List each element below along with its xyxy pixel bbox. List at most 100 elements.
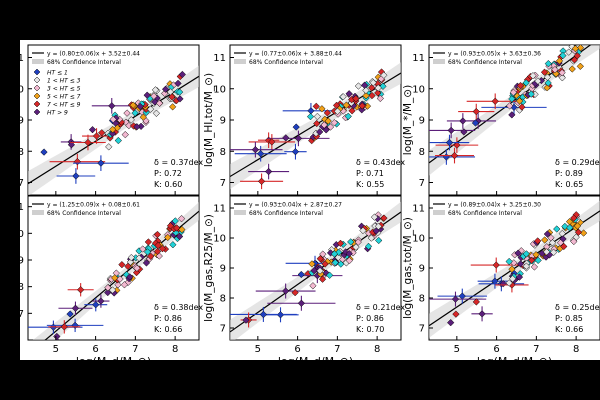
panel-p4: 5 6 7 8 7 8 9 10 11 log(M_H2/M_⊙) y = (1.25±0.09)x… xyxy=(1,195,203,368)
x-tick-label: 6 xyxy=(92,344,98,355)
stat-text: K: 0.70 xyxy=(356,325,384,334)
data-point xyxy=(326,249,335,257)
data-point xyxy=(168,93,176,101)
panel-p1: 7 8 9 10 11 log(M_HI,R25/M_⊙) y = (0.80±0.06)x… xyxy=(1,44,203,196)
x-axis-label: log(M_d/M_⊙) xyxy=(477,355,552,368)
y-tick-label: 10 xyxy=(213,234,226,245)
data-point xyxy=(151,86,160,94)
data-point xyxy=(264,167,273,176)
stat-text: P: 0.89 xyxy=(555,169,583,178)
x-tick-label: 5 xyxy=(53,344,59,355)
legend-fit-label: y = (0.93±0.05)x + 3.63±0.36 xyxy=(448,51,541,58)
data-point xyxy=(318,275,327,283)
data-point xyxy=(344,112,352,120)
panel-p2: 7 8 9 10 11 log(M_HI,tot/M_⊙) y = (0.77±0.06)x… xyxy=(203,44,405,196)
data-point xyxy=(143,91,151,99)
data-point xyxy=(367,234,376,242)
stat-text: δ = 0.43dex xyxy=(356,158,405,167)
legend-fit-label: y = (0.77±0.06)x + 3.88±0.44 xyxy=(249,51,342,58)
stat-text: P: 0.85 xyxy=(555,314,583,323)
y-axis-label: log(M_HI,R25/M_⊙) xyxy=(1,70,13,170)
legend-fit-label: y = (0.93±0.04)x + 2.87±0.27 xyxy=(249,202,342,209)
legend-ci-swatch xyxy=(32,210,44,215)
stat-text: P: 0.72 xyxy=(154,169,182,178)
data-point xyxy=(322,126,330,134)
data-point xyxy=(544,60,553,68)
legend-class-label: 5 < HT ≤ 7 xyxy=(47,94,81,101)
data-point xyxy=(540,68,549,76)
stat-text: K: 0.66 xyxy=(154,325,182,334)
data-point xyxy=(324,117,332,125)
y-axis-label: log(M_gas,tot/M_⊙) xyxy=(402,217,414,319)
x-axis-label: log(M_d/M_⊙) xyxy=(278,355,353,368)
data-point xyxy=(559,51,567,60)
data-point xyxy=(308,260,316,268)
stat-text: δ = 0.25dex xyxy=(555,303,600,312)
y-tick-label: 11 xyxy=(412,53,425,64)
data-point xyxy=(558,74,566,82)
data-point xyxy=(306,112,315,121)
data-point xyxy=(345,256,354,265)
data-point xyxy=(40,148,48,156)
y-tick-label: 11 xyxy=(11,53,24,64)
data-point xyxy=(492,261,500,269)
data-point xyxy=(147,252,155,260)
data-point xyxy=(362,92,370,100)
x-tick-label: 8 xyxy=(573,344,579,355)
data-point xyxy=(108,130,117,138)
data-point xyxy=(530,263,539,271)
x-tick-label: 6 xyxy=(294,344,300,355)
legend-class-label: HT ≤ 1 xyxy=(47,70,68,77)
data-point xyxy=(331,258,339,267)
panel-p3: 7 8 9 10 11 log(M_*/M_⊙) y = (0.93±0.05)x + 3.… xyxy=(402,44,600,196)
data-point xyxy=(509,88,518,97)
y-tick-label: 7 xyxy=(220,178,226,189)
stat-text: δ = 0.21dex xyxy=(356,303,405,312)
data-point xyxy=(281,287,290,295)
data-point xyxy=(121,130,129,139)
y-tick-label: 7 xyxy=(220,324,226,335)
data-point xyxy=(568,65,576,73)
data-point xyxy=(543,230,552,238)
data-point xyxy=(555,57,564,65)
x-tick-label: 7 xyxy=(334,344,340,355)
y-tick-label: 7 xyxy=(419,178,425,189)
data-point xyxy=(326,123,335,131)
stat-text: P: 0.86 xyxy=(154,314,182,323)
legend-class-marker xyxy=(33,68,41,76)
data-point xyxy=(452,310,460,318)
legend-ci-label: 68% Confidence Interval xyxy=(448,59,522,66)
legend-class-label: HT > 9 xyxy=(47,110,68,117)
legend-ci-label: 68% Confidence Interval xyxy=(47,210,121,217)
data-point xyxy=(66,310,74,318)
data-point xyxy=(491,277,499,285)
data-point xyxy=(334,253,342,262)
data-point xyxy=(118,260,126,269)
data-point xyxy=(345,90,353,98)
y-tick-label: 10 xyxy=(213,84,226,95)
y-axis-label: log(M_gas,R25/M_⊙) xyxy=(203,214,215,322)
x-tick-label: 5 xyxy=(255,344,261,355)
data-points xyxy=(429,45,585,165)
data-point xyxy=(309,282,317,290)
data-point xyxy=(88,126,97,134)
stat-text: P: 0.86 xyxy=(356,314,384,323)
x-tick-label: 7 xyxy=(132,344,138,355)
legend-class-marker xyxy=(33,92,41,100)
data-point xyxy=(135,254,143,262)
data-point xyxy=(313,112,322,121)
data-point xyxy=(505,279,513,287)
data-point xyxy=(472,298,481,306)
legend-fit-label: y = (0.89±0.04)x + 3.25±0.30 xyxy=(448,202,541,209)
data-point xyxy=(53,332,61,340)
data-point xyxy=(453,141,461,149)
data-point xyxy=(139,245,147,253)
data-point xyxy=(515,97,524,105)
data-point xyxy=(171,217,179,225)
stat-text: K: 0.55 xyxy=(356,180,384,189)
data-point xyxy=(257,177,266,185)
data-point xyxy=(348,107,356,115)
data-point xyxy=(354,82,363,90)
